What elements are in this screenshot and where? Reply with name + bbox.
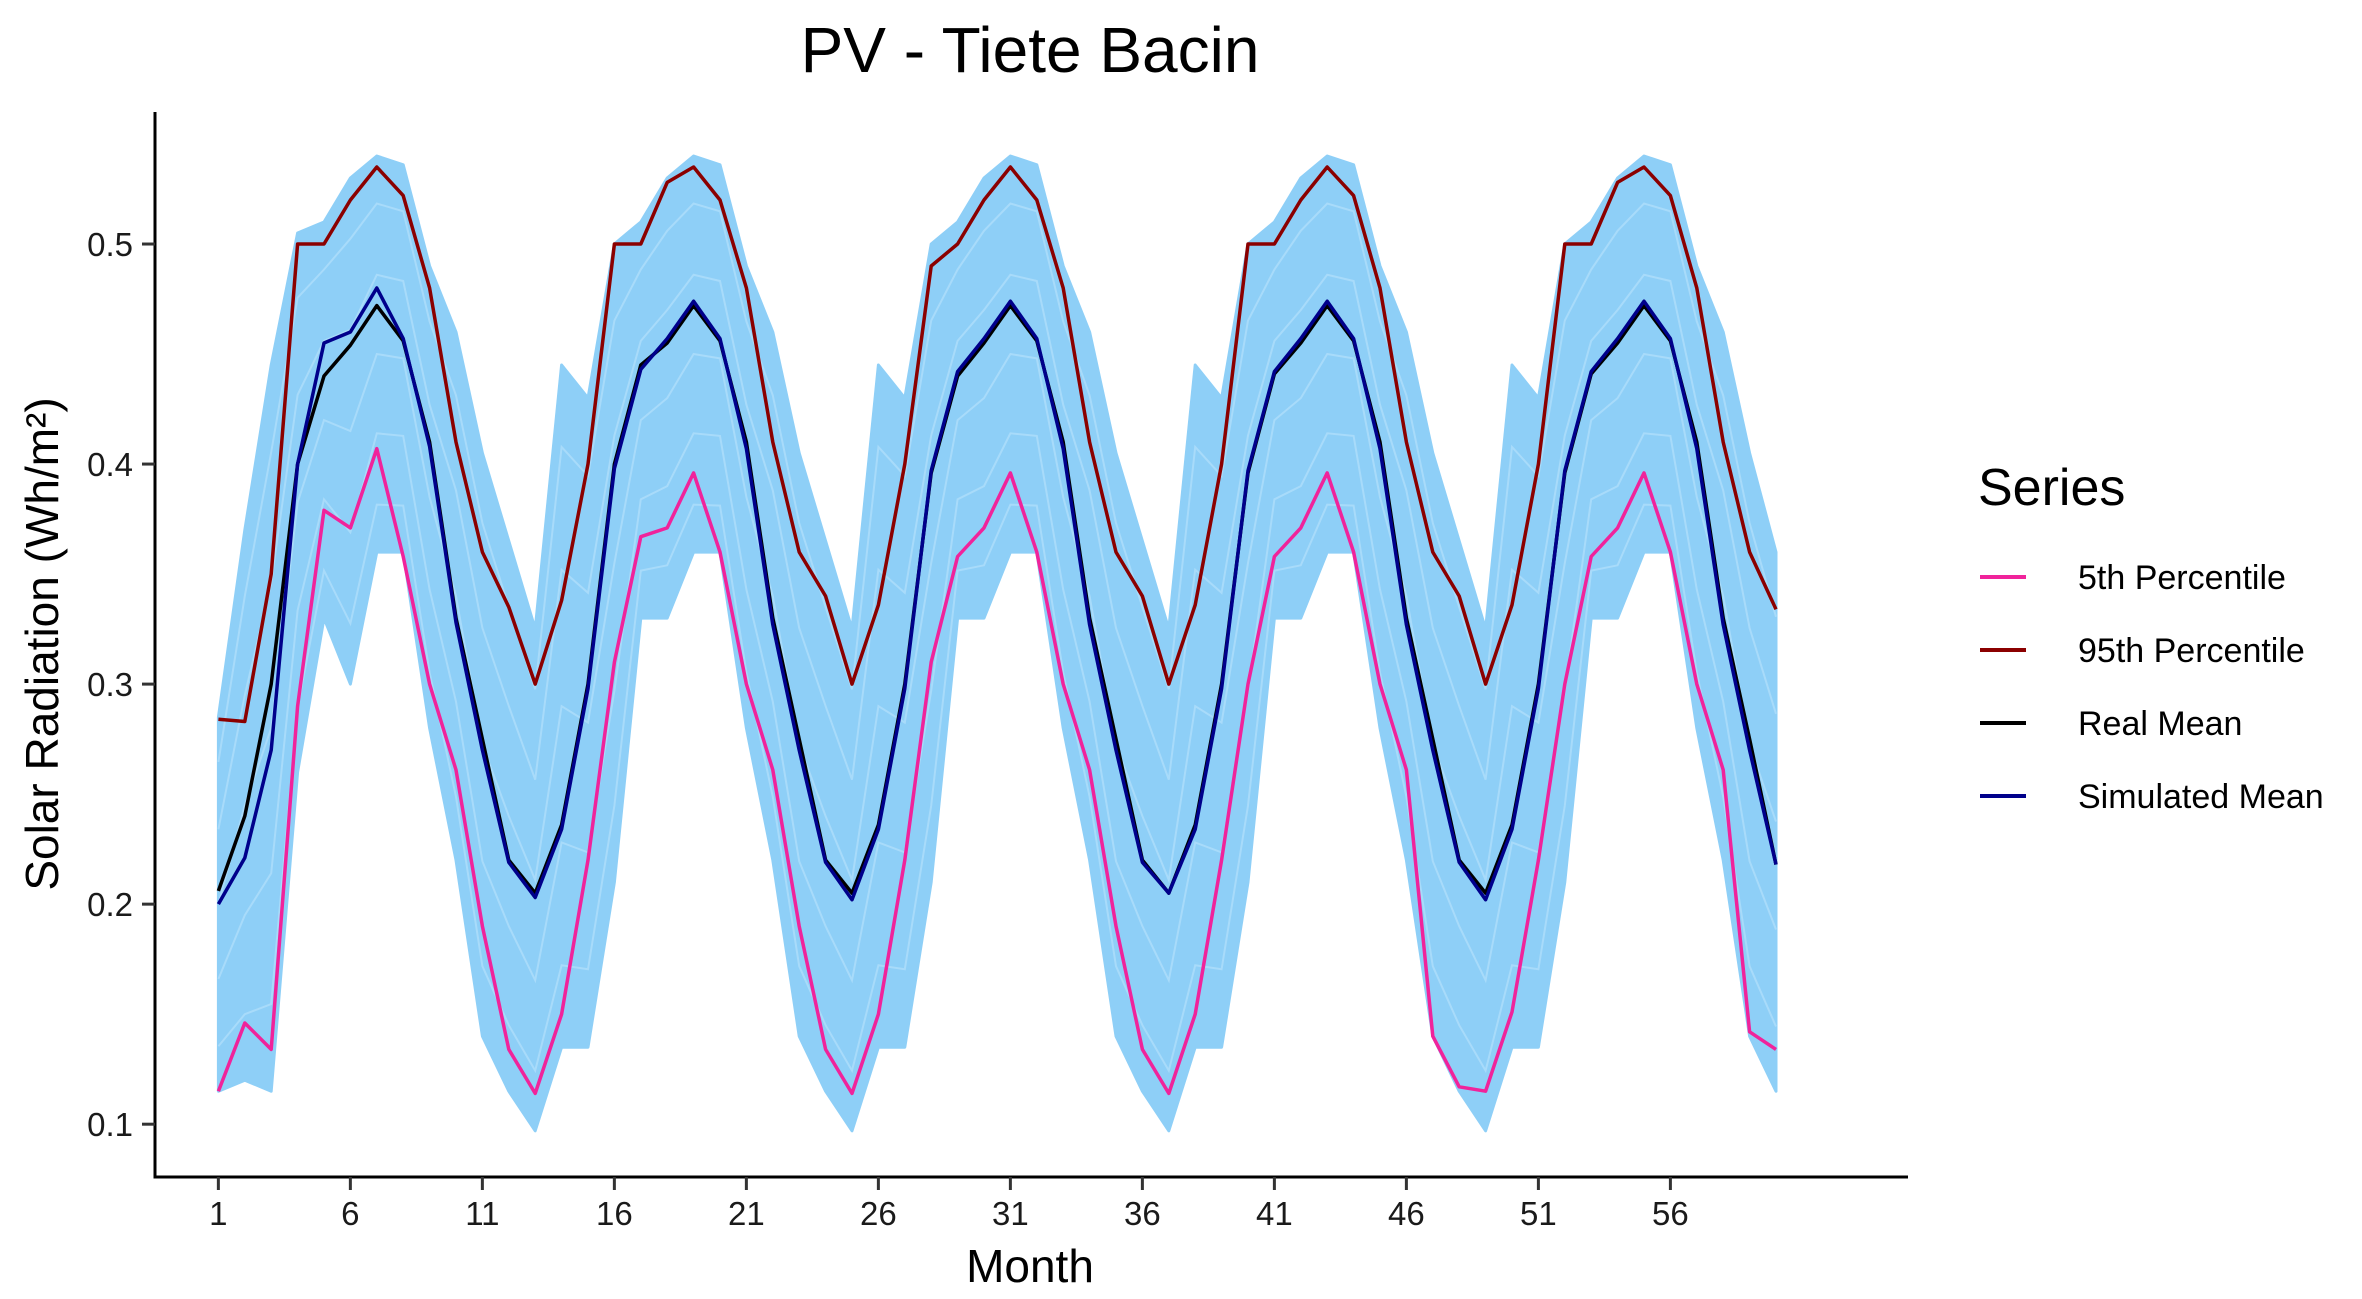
simulation-texture-line-5	[217, 202, 1777, 763]
plot-area	[216, 154, 1778, 1133]
series-line-5th-percentile	[216, 446, 1777, 1096]
y-axis-ticks: 0.1 0.2 0.3 0.4 0.5	[87, 226, 155, 1143]
x-tick-label-41: 41	[1256, 1195, 1293, 1232]
x-axis-ticks: 1 6 11 16 21 26 31 36 41 46 51 56	[209, 1177, 1689, 1232]
simulation-band	[216, 154, 1778, 1133]
x-tick-label-31: 31	[992, 1195, 1029, 1232]
y-tick-label-0: 0.1	[87, 1106, 133, 1143]
x-tick-label-56: 56	[1652, 1195, 1689, 1232]
x-tick-label-36: 36	[1124, 1195, 1161, 1232]
x-axis-title: Month	[966, 1240, 1094, 1292]
y-tick-label-1: 0.2	[87, 886, 133, 923]
y-tick-label-3: 0.4	[87, 446, 133, 483]
legend: Series 5th Percentile 95th Percentile Real…	[1978, 459, 2324, 816]
simulation-texture-line-1	[217, 503, 1777, 1074]
x-tick-label-1: 1	[209, 1195, 227, 1232]
simulation-texture-line-2	[217, 432, 1777, 984]
legend-label-simulated-mean: Simulated Mean	[2078, 778, 2324, 816]
series-lines	[216, 165, 1778, 1096]
x-tick-label-6: 6	[341, 1195, 359, 1232]
legend-label-95th-percentile: 95th Percentile	[2078, 632, 2305, 670]
y-tick-label-4: 0.5	[87, 226, 133, 263]
x-tick-label-21: 21	[728, 1195, 765, 1232]
x-tick-label-11: 11	[465, 1195, 499, 1232]
x-tick-label-26: 26	[860, 1195, 897, 1232]
legend-label-5th-percentile: 5th Percentile	[2078, 559, 2286, 597]
series-line-95th-percentile	[218, 165, 1778, 724]
x-tick-label-16: 16	[596, 1195, 633, 1232]
x-tick-label-51: 51	[1520, 1195, 1557, 1232]
y-axis-title: Solar Radiation (Wh/m²)	[16, 397, 68, 890]
legend-label-real-mean: Real Mean	[2078, 705, 2242, 743]
x-tick-label-46: 46	[1388, 1195, 1425, 1232]
y-tick-label-2: 0.3	[87, 666, 133, 703]
legend-title: Series	[1978, 459, 2125, 517]
series-line-simulated-mean	[216, 286, 1778, 905]
chart-title: PV - Tiete Bacin	[801, 14, 1260, 86]
